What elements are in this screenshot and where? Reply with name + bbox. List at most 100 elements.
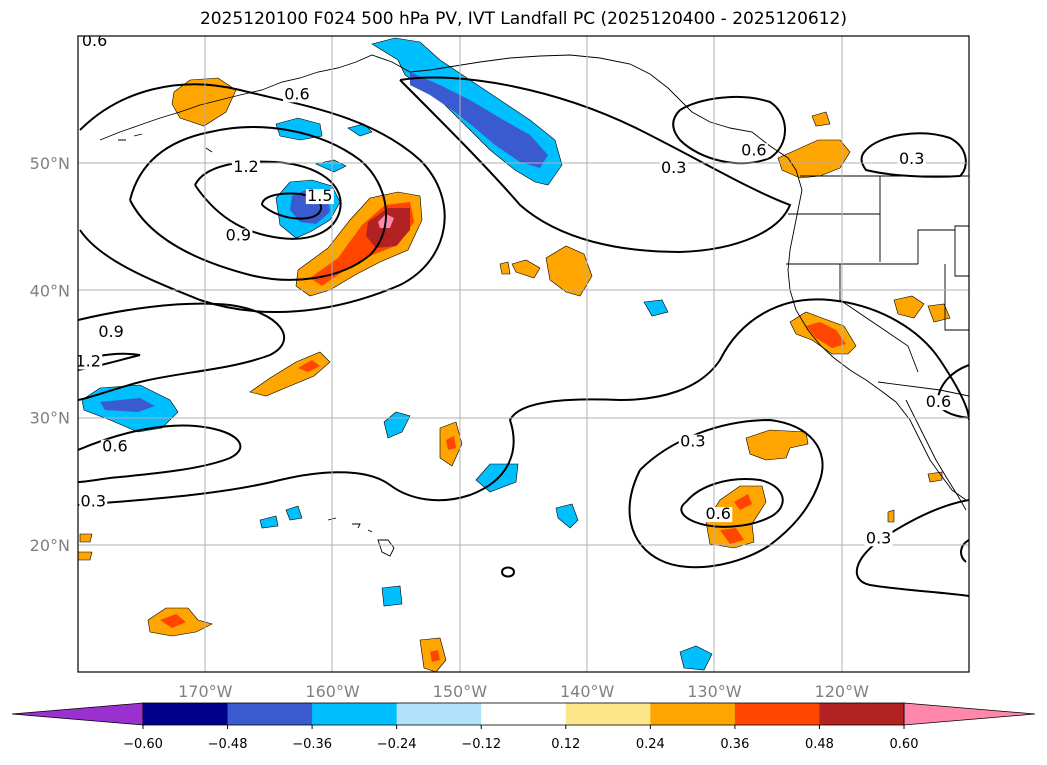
colorbar-tick-label: 0.24 <box>636 737 665 752</box>
contour-0.3-se <box>855 499 969 597</box>
contour-0.6-midwest <box>78 424 242 483</box>
colorbar-tick-label: −0.24 <box>377 737 417 752</box>
contour-label-bg <box>78 354 103 370</box>
contour-label: 0.3 <box>680 432 705 451</box>
contour-label: 0.3 <box>661 158 686 177</box>
colorbar-tick-label: 0.60 <box>890 737 919 752</box>
contour-label: 1.5 <box>307 186 332 205</box>
coastline-alaska <box>99 54 803 191</box>
contour-label-bg <box>224 228 253 244</box>
contour-label: 1.2 <box>75 351 100 370</box>
contour-0.9-midwest <box>78 302 285 401</box>
contour-small-ring <box>501 566 516 578</box>
colorbar-extend-low <box>11 702 144 726</box>
colorbar-segment <box>396 703 482 725</box>
lon-tick-label: 150°W <box>433 682 488 701</box>
fill-small-orange-7 <box>927 303 951 323</box>
contour-label: 0.3 <box>899 149 924 168</box>
colorbar-segment <box>227 703 313 725</box>
fill-sw-red <box>160 614 186 628</box>
lon-tick-label: 130°W <box>687 682 742 701</box>
colorbar-segment <box>143 703 229 725</box>
contour-label-bg <box>232 159 261 175</box>
contour-label-bg <box>282 87 311 103</box>
lon-tick-label: 120°W <box>815 682 870 701</box>
fill-small-blue-10 <box>285 505 303 521</box>
colorbar-tick-label: 0.12 <box>551 737 580 752</box>
contour-label-bg <box>659 161 688 177</box>
contour-0.9-west <box>129 126 387 281</box>
state-border-box <box>954 225 969 277</box>
contour-label-bg <box>739 143 768 159</box>
colorbar-tick-label: −0.60 <box>123 737 163 752</box>
colorbar-tick-label: 0.36 <box>720 737 749 752</box>
fill-west-dark <box>100 398 155 412</box>
colorbar-frame <box>142 702 905 726</box>
positive-anomaly-fills <box>78 77 951 672</box>
gridlines <box>78 36 969 672</box>
contour-label: 0.3 <box>81 491 106 510</box>
fill-small-orange-9 <box>887 471 943 523</box>
contour-label: 0.6 <box>926 392 951 411</box>
aleutian-islands <box>118 133 213 153</box>
colorbar-tick-label: −0.36 <box>292 737 332 752</box>
contour-0.6-south <box>680 478 784 528</box>
coastline-baja <box>905 399 967 511</box>
contour-label: 0.9 <box>98 322 123 341</box>
colorbar-segment <box>650 703 736 725</box>
contour-label-bg <box>704 507 733 523</box>
contour-label: 0.3 <box>866 528 891 547</box>
fill-small-orange-5 <box>811 111 831 127</box>
contour-label-bg <box>80 36 109 49</box>
contour-label-bg <box>100 439 129 455</box>
colorbar-segment <box>565 703 651 725</box>
colorbar-segment <box>312 703 398 725</box>
fill-small-orange-2 <box>499 261 511 275</box>
fill-small-red-4 <box>430 650 440 662</box>
contour-label: 1.2 <box>233 157 258 176</box>
contour-label: 0.9 <box>226 226 251 245</box>
fill-gulf-alaska-dark <box>410 72 548 168</box>
lat-tick-label: 40°N <box>30 281 70 300</box>
contour-label-bg <box>924 395 953 411</box>
fill-small-orange-8 <box>78 533 93 561</box>
fill-south-red <box>720 494 752 544</box>
contour-labels: 0.6 0.6 1.2 1.5 0.9 0.3 0.6 0.3 0.9 1.2 0.6 0.3 0.3 0… <box>75 31 953 547</box>
plot-area: 0.6 0.6 1.2 1.5 0.9 0.3 0.6 0.3 0.9 1.2 0.6 0.3 0.3 0… <box>75 31 969 672</box>
fill-ne-orange <box>545 245 593 297</box>
fill-small-blue-8 <box>643 299 669 317</box>
contour-label-bg <box>305 189 334 205</box>
contour-0.6-bc <box>672 96 786 165</box>
contour-label: 0.6 <box>284 84 309 103</box>
fill-small-blue-2 <box>347 123 373 137</box>
contour-label-bg <box>97 325 126 341</box>
lat-tick-label: 50°N <box>30 154 70 173</box>
contour-label-bg <box>897 152 926 168</box>
contour-0.3-ne <box>860 132 967 178</box>
contour-label: 0.6 <box>82 31 107 50</box>
fill-small-blue-6 <box>381 585 403 607</box>
contour-0.3-south <box>628 418 824 569</box>
state-border-ca-nv <box>839 264 919 373</box>
contour-0.3-north <box>399 76 792 254</box>
colorbar-segment <box>481 703 567 725</box>
state-border-id <box>879 176 955 264</box>
lat-tick-label: 30°N <box>30 409 70 428</box>
fill-bering-orange <box>171 77 237 127</box>
fill-norcal-red <box>806 322 846 348</box>
contour-0.6-west-outer <box>79 83 446 313</box>
colorbar: −0.60 −0.48 −0.36 −0.24 −0.12 0.12 0.24 0.36 0.4… <box>11 702 1036 752</box>
contour-label-bg <box>79 494 108 510</box>
fill-small-red-3 <box>446 436 456 450</box>
lon-tick-label: 160°W <box>305 682 360 701</box>
contour-0.3-big <box>78 298 969 506</box>
colorbar-tick-label: −0.48 <box>208 737 248 752</box>
chart-title: 2025120100 F024 500 hPa PV, IVT Landfall… <box>199 9 847 29</box>
fill-socal-orange <box>745 429 809 461</box>
contour-label-bg <box>678 434 707 450</box>
fill-small-blue-7 <box>679 645 713 671</box>
fill-small-orange-6 <box>893 295 925 319</box>
colorbar-segment <box>819 703 905 725</box>
contour-label: 0.6 <box>741 140 766 159</box>
